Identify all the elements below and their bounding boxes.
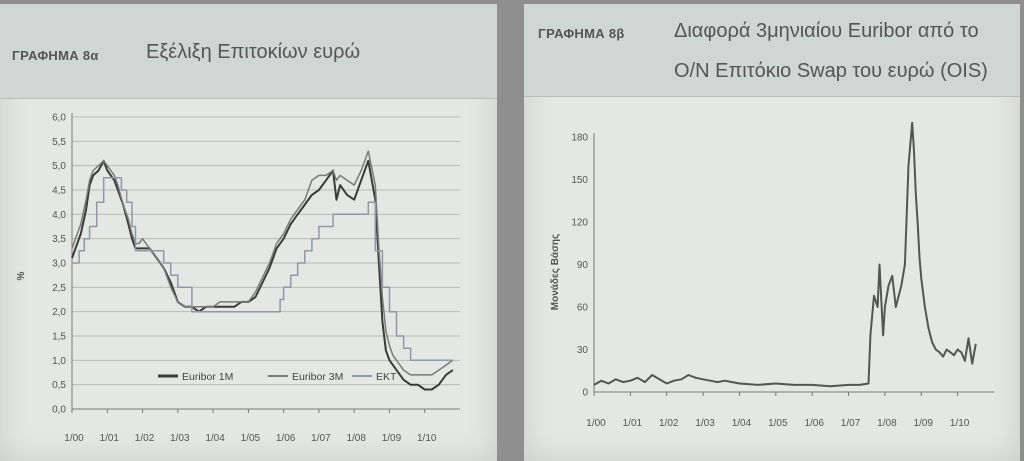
x-tick-label: 1/07 xyxy=(841,418,861,429)
chart-header: ΓΡΑΦΗΜΑ 8α Εξέλιξη Επιτοκίων ευρώ xyxy=(0,4,497,99)
y-axis-label: Μονάδες Βάσης xyxy=(550,234,561,310)
y-tick-label: 6,0 xyxy=(52,113,66,124)
x-tick-label: 1/02 xyxy=(659,418,679,429)
x-tick-label: 1/08 xyxy=(877,418,897,429)
chart-panel-8a: ΓΡΑΦΗΜΑ 8α Εξέλιξη Επιτοκίων ευρώ 0,0 0,5… xyxy=(0,4,497,461)
x-tick-label: 1/09 xyxy=(914,418,934,429)
y-tick-label: 30 xyxy=(577,345,589,356)
y-tick-label: 0,5 xyxy=(52,380,66,391)
y-tick-label: 1,0 xyxy=(52,356,66,367)
x-tick-label: 1/05 xyxy=(768,418,788,429)
y-tick-label: 150 xyxy=(571,175,588,186)
y-tick-label: 4,5 xyxy=(52,186,66,197)
y-tick-label: 2,0 xyxy=(52,307,66,318)
x-tick-label: 1/07 xyxy=(311,433,331,444)
x-tick-label: 1/08 xyxy=(346,433,366,444)
y-tick-label: 60 xyxy=(577,303,589,314)
x-tick-label: 1/03 xyxy=(170,433,190,444)
chart-label: ΓΡΑΦΗΜΑ 8β xyxy=(538,26,625,41)
chart-header: ΓΡΑΦΗΜΑ 8β Διαφορά 3μηνιαίου Euribor από… xyxy=(524,4,1020,97)
y-tick-label: 3,0 xyxy=(52,259,66,270)
y-tick-label: 3,5 xyxy=(52,234,66,245)
y-tick-label: 5,5 xyxy=(52,137,66,148)
chart-title-line-1: Διαφορά 3μηνιαίου Euribor από το xyxy=(674,20,979,42)
series-line-euribor-1m xyxy=(71,159,454,391)
chart-panel-8b: ΓΡΑΦΗΜΑ 8β Διαφορά 3μηνιαίου Euribor από… xyxy=(524,4,1020,461)
x-tick-label: 1/05 xyxy=(241,433,261,444)
x-tick-label: 1/10 xyxy=(417,433,437,444)
chart-title-line-2: O/N Επιτόκιο Swap του ευρώ (OIS) xyxy=(674,60,988,82)
x-tick-label: 1/00 xyxy=(586,418,606,429)
x-tick-label: 1/02 xyxy=(135,433,155,444)
legend-label: Euribor 1M xyxy=(182,371,233,383)
x-tick-label: 1/01 xyxy=(623,418,643,429)
y-tick-label: 180 xyxy=(571,133,588,144)
x-tick-label: 1/03 xyxy=(695,418,715,429)
y-tick-label: 120 xyxy=(571,218,588,229)
y-tick-label: 2,5 xyxy=(52,283,66,294)
y-tick-label: 0 xyxy=(582,388,588,399)
y-tick-label: 1,5 xyxy=(52,332,66,343)
y-axis-label: % xyxy=(16,271,27,280)
legend-label: EKT xyxy=(376,371,397,383)
series-line-euribor-3m xyxy=(71,150,454,376)
line-chart-8b: 0 30 60 90 120 150 180 1/00 1/01 1/02 1/03 1/04 1/05… xyxy=(550,121,994,429)
x-tick-label: 1/06 xyxy=(804,418,824,429)
x-tick-label: 1/00 xyxy=(64,433,84,444)
y-tick-label: 90 xyxy=(577,260,589,271)
chart-title: Εξέλιξη Επιτοκίων ευρώ xyxy=(146,41,361,63)
y-tick-label: 5,0 xyxy=(52,161,66,172)
x-tick-label: 1/09 xyxy=(382,433,402,444)
legend-label: Euribor 3M xyxy=(292,371,343,383)
series-line-ekt xyxy=(72,177,453,362)
series-line-0 xyxy=(593,121,977,388)
chart-label: ΓΡΑΦΗΜΑ 8α xyxy=(12,48,99,63)
x-tick-label: 1/06 xyxy=(276,433,296,444)
x-tick-label: 1/04 xyxy=(205,433,225,444)
x-tick-label: 1/10 xyxy=(950,418,970,429)
line-chart-8a: 0,0 0,5 1,0 1,5 2,0 2,5 3,0 3,5 4,0 4,5 5,0 5,5 6,0 1… xyxy=(16,113,460,444)
y-tick-label: 4,0 xyxy=(52,210,66,221)
y-tick-label: 0,0 xyxy=(52,405,66,416)
x-tick-label: 1/01 xyxy=(100,433,120,444)
x-tick-label: 1/04 xyxy=(732,418,752,429)
